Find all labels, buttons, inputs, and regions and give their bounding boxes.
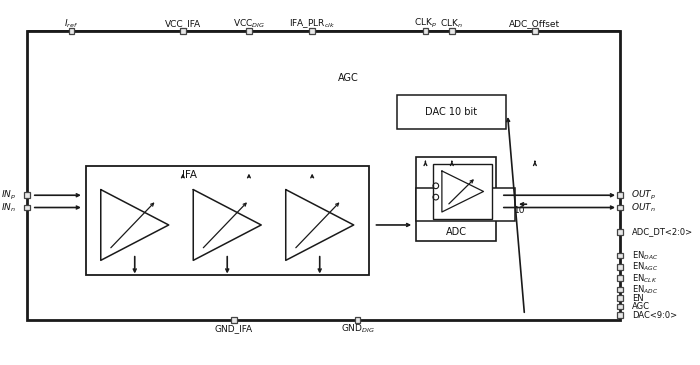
Text: VCC$_{DIG}$: VCC$_{DIG}$ bbox=[233, 17, 265, 30]
Text: EN$_{ADC}$: EN$_{ADC}$ bbox=[632, 283, 659, 296]
Text: $OUT_n$: $OUT_n$ bbox=[631, 201, 656, 214]
Text: ADC: ADC bbox=[446, 227, 467, 237]
Text: EN$_{CLK}$: EN$_{CLK}$ bbox=[632, 272, 657, 285]
Text: $OUT_p$: $OUT_p$ bbox=[631, 189, 656, 202]
Text: EN: EN bbox=[632, 293, 644, 303]
Text: $IN_n$: $IN_n$ bbox=[1, 201, 16, 214]
Bar bbox=[397, 95, 505, 129]
Text: $IN_p$: $IN_p$ bbox=[1, 189, 16, 202]
Text: 10: 10 bbox=[514, 206, 526, 215]
Text: VCC_IFA: VCC_IFA bbox=[164, 19, 201, 28]
Bar bbox=[617, 192, 623, 198]
Bar bbox=[617, 304, 623, 310]
Text: CLK$_p$: CLK$_p$ bbox=[414, 17, 437, 30]
Bar bbox=[85, 166, 369, 274]
Bar bbox=[617, 264, 623, 270]
Text: ADC_DT<2:0>: ADC_DT<2:0> bbox=[632, 227, 693, 237]
Bar bbox=[231, 317, 237, 323]
Text: ADC_Offset: ADC_Offset bbox=[510, 19, 561, 28]
Bar bbox=[532, 28, 538, 34]
Text: IFA: IFA bbox=[182, 170, 197, 180]
Bar bbox=[617, 287, 623, 292]
Text: AGC: AGC bbox=[632, 302, 650, 311]
Bar bbox=[180, 28, 186, 34]
Text: Detector: Detector bbox=[444, 199, 486, 209]
Text: CLK$_n$: CLK$_n$ bbox=[440, 17, 463, 30]
Bar bbox=[433, 164, 492, 219]
Text: DAC 10 bit: DAC 10 bit bbox=[426, 107, 477, 117]
Bar bbox=[449, 28, 455, 34]
Bar bbox=[617, 312, 623, 318]
Bar bbox=[355, 317, 360, 323]
Text: $I_{ref}$: $I_{ref}$ bbox=[64, 17, 78, 30]
Bar bbox=[309, 28, 315, 34]
Bar bbox=[416, 157, 496, 242]
Bar bbox=[69, 28, 74, 34]
Text: DAC<9:0>: DAC<9:0> bbox=[632, 311, 677, 320]
Text: GND$_{DIG}$: GND$_{DIG}$ bbox=[340, 322, 374, 335]
Bar bbox=[25, 192, 30, 198]
Bar bbox=[617, 229, 623, 235]
Bar bbox=[25, 205, 30, 210]
Bar bbox=[423, 28, 428, 34]
Bar bbox=[617, 253, 623, 258]
Bar bbox=[27, 31, 619, 320]
Bar bbox=[617, 205, 623, 210]
Bar bbox=[617, 295, 623, 301]
Bar bbox=[617, 276, 623, 281]
Bar bbox=[416, 188, 515, 221]
Text: GND_IFA: GND_IFA bbox=[215, 324, 253, 333]
Text: IFA_PLR$_{clk}$: IFA_PLR$_{clk}$ bbox=[289, 17, 335, 30]
Bar bbox=[246, 28, 252, 34]
Text: AGC: AGC bbox=[337, 73, 358, 83]
Bar bbox=[331, 65, 584, 223]
Text: EN$_{AGC}$: EN$_{AGC}$ bbox=[632, 261, 659, 273]
Text: EN$_{DAC}$: EN$_{DAC}$ bbox=[632, 249, 659, 262]
